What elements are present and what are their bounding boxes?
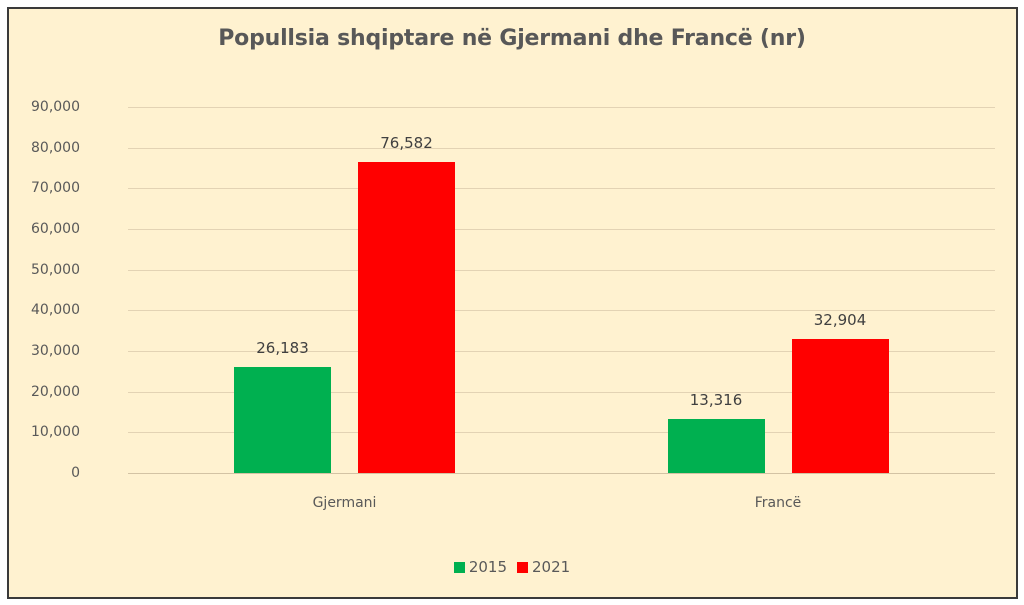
legend: 2015 2021 <box>0 558 1024 576</box>
gridline <box>128 269 995 271</box>
y-tick-label: 60,000 <box>31 221 80 237</box>
data-label: 13,316 <box>689 390 743 409</box>
gridline <box>128 473 995 474</box>
bar-gjermani-2015 <box>234 366 331 473</box>
legend-label: 2015 <box>468 558 507 576</box>
y-tick-label: 70,000 <box>31 180 80 197</box>
y-tick-label: 0 <box>71 465 80 481</box>
gridline <box>128 391 995 393</box>
x-tick-label: Gjermani <box>312 495 377 511</box>
bar-francë-2021 <box>791 339 889 473</box>
legend-swatch-2021 <box>517 561 528 573</box>
y-tick-label: 90,000 <box>31 99 80 115</box>
gridline <box>128 310 995 312</box>
chart-frame <box>7 7 1018 599</box>
y-tick-label: 80,000 <box>31 139 80 156</box>
y-tick-label: 30,000 <box>31 343 80 359</box>
plot-area: 0 10,000 20,000 30,000 40,000 50,000 60,000 70,… <box>31 99 995 481</box>
x-tick-label: Francë <box>754 495 802 511</box>
legend-item-2015: 2015 <box>453 558 507 576</box>
gridline <box>128 351 995 352</box>
gridline <box>128 188 995 190</box>
y-tick-label: 50,000 <box>31 261 80 278</box>
bar-francë-2015 <box>667 418 765 473</box>
legend-label: 2021 <box>532 558 571 576</box>
data-label: 32,904 <box>813 311 867 330</box>
data-label: 26,183 <box>256 338 309 357</box>
data-label: 76,582 <box>380 133 433 152</box>
gridline <box>128 107 995 108</box>
bar-gjermani-2021 <box>358 161 455 473</box>
legend-swatch-2015 <box>453 561 465 573</box>
y-tick-label: 10,000 <box>31 424 80 441</box>
gridline <box>128 229 995 230</box>
y-tick-label: 20,000 <box>31 383 80 400</box>
chart-title: Popullsia shqiptare në Gjermani dhe Fran… <box>218 26 806 51</box>
gridline <box>128 147 995 149</box>
y-tick-label: 40,000 <box>31 302 80 319</box>
gridline <box>128 432 995 434</box>
legend-item-2021: 2021 <box>517 558 570 576</box>
